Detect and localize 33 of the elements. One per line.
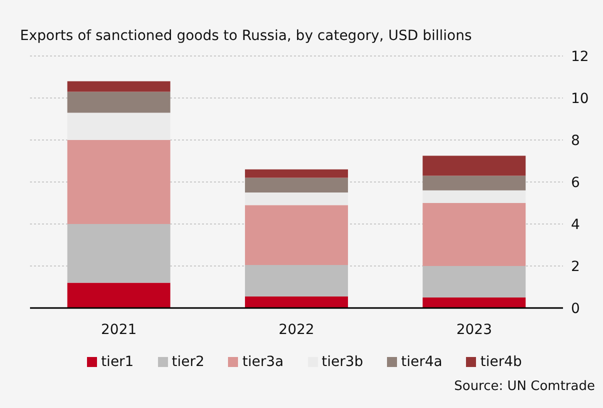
bar	[244, 205, 348, 265]
y-tick-label: 10	[571, 90, 589, 107]
bar	[67, 282, 170, 308]
legend-label: tier4b	[480, 354, 522, 370]
y-tick-label: 4	[571, 216, 580, 233]
chart-title: Exports of sanctioned goods to Russia, by category, USD billions	[20, 28, 472, 44]
legend-label: tier4a	[401, 354, 442, 370]
x-tick-label: 2023	[456, 322, 492, 338]
bar	[244, 192, 348, 206]
y-tick-label: 6	[571, 174, 580, 191]
bar	[422, 176, 526, 190]
bar	[67, 112, 170, 140]
legend-label: tier3b	[322, 354, 364, 370]
y-tick-label: 0	[571, 300, 580, 317]
bar	[422, 203, 526, 266]
legend-label: tier3a	[242, 354, 284, 370]
legend-label: tier1	[101, 354, 134, 370]
x-tick-label: 2021	[101, 322, 137, 338]
bar	[244, 169, 348, 178]
bar	[422, 298, 526, 308]
bar	[244, 178, 348, 192]
bar	[67, 92, 170, 113]
source-note: Source: UN Comtrade	[454, 379, 595, 394]
x-tick-label: 2022	[278, 322, 314, 338]
bar	[422, 156, 526, 176]
y-tick-label: 12	[571, 48, 589, 65]
bar	[422, 190, 526, 203]
legend-label: tier2	[172, 354, 204, 370]
y-tick-label: 2	[571, 258, 580, 275]
bar	[67, 81, 170, 92]
bar	[244, 296, 348, 308]
y-tick-label: 8	[571, 132, 580, 149]
bar	[67, 140, 170, 224]
